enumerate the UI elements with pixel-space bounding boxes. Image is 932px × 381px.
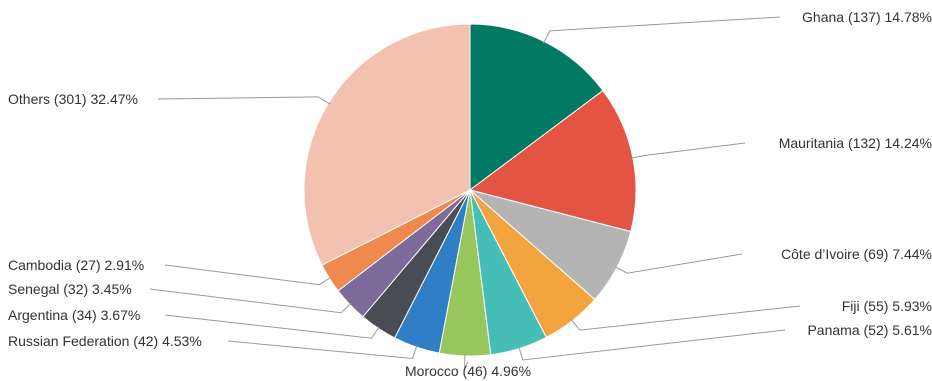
label-others: Others (301) 32.47%: [8, 91, 138, 107]
leader-line-morocco: [464, 353, 469, 369]
leader-lines: [149, 16, 801, 369]
label-fiji: Fiji (55) 5.93%: [842, 298, 932, 314]
leader-line-mauritania: [630, 142, 746, 159]
leader-line-russian-federation: [227, 340, 418, 360]
label-panama: Panama (52) 5.61%: [807, 322, 932, 338]
label-argentina: Argentina (34) 3.67%: [8, 307, 140, 323]
leader-line-senegal: [149, 288, 352, 314]
label-senegal: Senegal (32) 3.45%: [8, 281, 132, 297]
leader-line-cote-d-ivoire: [614, 253, 743, 274]
label-cote-d-ivoire: Côte d’Ivoire (69) 7.44%: [781, 246, 932, 262]
label-ghana: Ghana (137) 14.78%: [802, 9, 932, 25]
leader-line-panama: [518, 329, 786, 361]
leader-line-fiji: [570, 305, 801, 331]
leader-line-ghana: [542, 16, 781, 44]
leader-line-others: [157, 96, 331, 105]
leader-line-argentina: [164, 314, 380, 339]
label-russian-federation: Russian Federation (42) 4.53%: [8, 333, 202, 349]
slice-labels: Ghana (137) 14.78% Mauritania (132) 14.24…: [8, 9, 932, 379]
label-mauritania: Mauritania (132) 14.24%: [779, 135, 932, 151]
pie-slices: [303, 23, 637, 357]
label-morocco: Morocco (46) 4.96%: [405, 363, 531, 379]
label-cambodia: Cambodia (27) 2.91%: [8, 257, 144, 273]
leader-line-cambodia: [164, 264, 332, 286]
